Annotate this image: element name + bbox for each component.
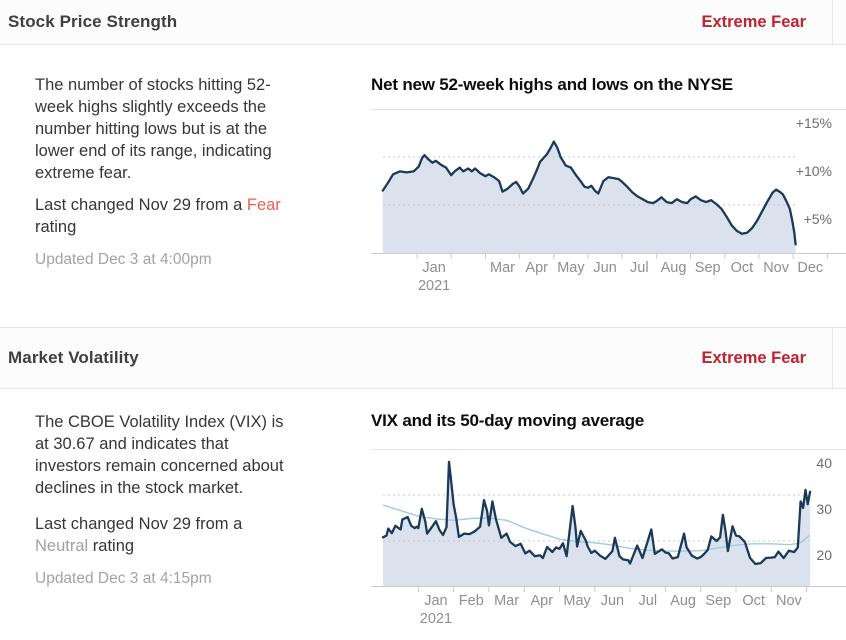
indicator-description: The CBOE Volatility Index (VIX) is at 30…: [35, 413, 284, 497]
section-header: Stock Price Strength Extreme Fear: [0, 0, 846, 45]
svg-text:2021: 2021: [420, 611, 452, 627]
svg-text:Apr: Apr: [531, 593, 554, 609]
section-header: Market Volatility Extreme Fear: [0, 327, 846, 389]
svg-text:Nov: Nov: [776, 593, 803, 609]
updated-timestamp: Updated Dec 3 at 4:00pm: [35, 251, 212, 268]
svg-text:Mar: Mar: [490, 260, 515, 276]
last-changed-prefix: Last changed Nov 29 from a: [35, 515, 243, 533]
last-changed-note: Last changed Nov 29 from a Fear rating: [35, 194, 329, 238]
section-body: The CBOE Volatility Index (VIX) is at 30…: [0, 389, 846, 629]
svg-text:Jun: Jun: [593, 260, 616, 276]
svg-text:Jun: Jun: [601, 593, 624, 609]
svg-text:Feb: Feb: [459, 593, 484, 609]
previous-rating-label: Neutral: [35, 537, 89, 555]
updated-timestamp: Updated Dec 3 at 4:15pm: [35, 570, 212, 587]
previous-rating-label: Fear: [246, 196, 281, 214]
svg-text:Mar: Mar: [494, 593, 519, 609]
chart-column: Net new 52-week highs and lows on the NY…: [371, 45, 846, 327]
svg-text:Jul: Jul: [630, 260, 649, 276]
svg-text:+10%: +10%: [796, 163, 832, 179]
last-changed-suffix: rating: [35, 218, 77, 236]
last-changed-note: Last changed Nov 29 from a Neutral ratin…: [35, 513, 329, 557]
svg-text:20: 20: [816, 547, 832, 563]
chart-title: VIX and its 50-day moving average: [371, 411, 645, 430]
svg-text:2021: 2021: [418, 278, 450, 294]
last-changed-suffix: rating: [88, 537, 135, 555]
svg-text:30: 30: [816, 501, 832, 517]
svg-text:40: 40: [816, 455, 832, 471]
rating-badge: Extreme Fear: [701, 348, 806, 367]
last-changed-prefix: Last changed Nov 29 from a: [35, 196, 247, 214]
svg-text:May: May: [557, 260, 585, 276]
rating-badge: Extreme Fear: [701, 12, 806, 31]
svg-text:Jul: Jul: [639, 593, 658, 609]
svg-text:Oct: Oct: [731, 260, 754, 276]
chart-column: VIX and its 50-day moving average Jan Feb…: [371, 389, 846, 629]
svg-text:May: May: [563, 593, 591, 609]
section-body: The number of stocks hitting 52- week hi…: [0, 45, 846, 327]
svg-text:Sep: Sep: [695, 260, 721, 276]
section-stock-price-strength: Stock Price Strength Extreme Fear The nu…: [0, 0, 846, 327]
indicator-text-column: The number of stocks hitting 52- week hi…: [0, 45, 371, 327]
svg-text:Nov: Nov: [763, 260, 790, 276]
svg-text:Jan: Jan: [424, 593, 447, 609]
svg-text:+15%: +15%: [796, 115, 832, 131]
indicator-text-column: The CBOE Volatility Index (VIX) is at 30…: [0, 389, 371, 629]
svg-text:Aug: Aug: [661, 260, 687, 276]
svg-text:Dec: Dec: [797, 260, 823, 276]
svg-text:+5%: +5%: [804, 211, 832, 227]
indicator-description: The number of stocks hitting 52- week hi…: [35, 76, 272, 182]
section-title: Market Volatility: [8, 348, 139, 367]
nyse-net-highs-lows-chart: Jan Mar Apr May Jun Jul Aug Sep Oct Nov Dec 2021 +15…: [371, 109, 846, 294]
svg-text:Oct: Oct: [742, 593, 765, 609]
section-title: Stock Price Strength: [8, 12, 178, 31]
svg-text:Jan: Jan: [422, 260, 445, 276]
svg-text:Apr: Apr: [525, 260, 548, 276]
vix-moving-average-chart: Jan Feb Mar Apr May Jun Jul Aug Sep Oct Nov 2021 40 3…: [371, 449, 846, 627]
chart-title: Net new 52-week highs and lows on the NY…: [371, 75, 733, 94]
svg-text:Sep: Sep: [705, 593, 731, 609]
section-market-volatility: Market Volatility Extreme Fear The CBOE …: [0, 327, 846, 629]
svg-text:Aug: Aug: [670, 593, 696, 609]
